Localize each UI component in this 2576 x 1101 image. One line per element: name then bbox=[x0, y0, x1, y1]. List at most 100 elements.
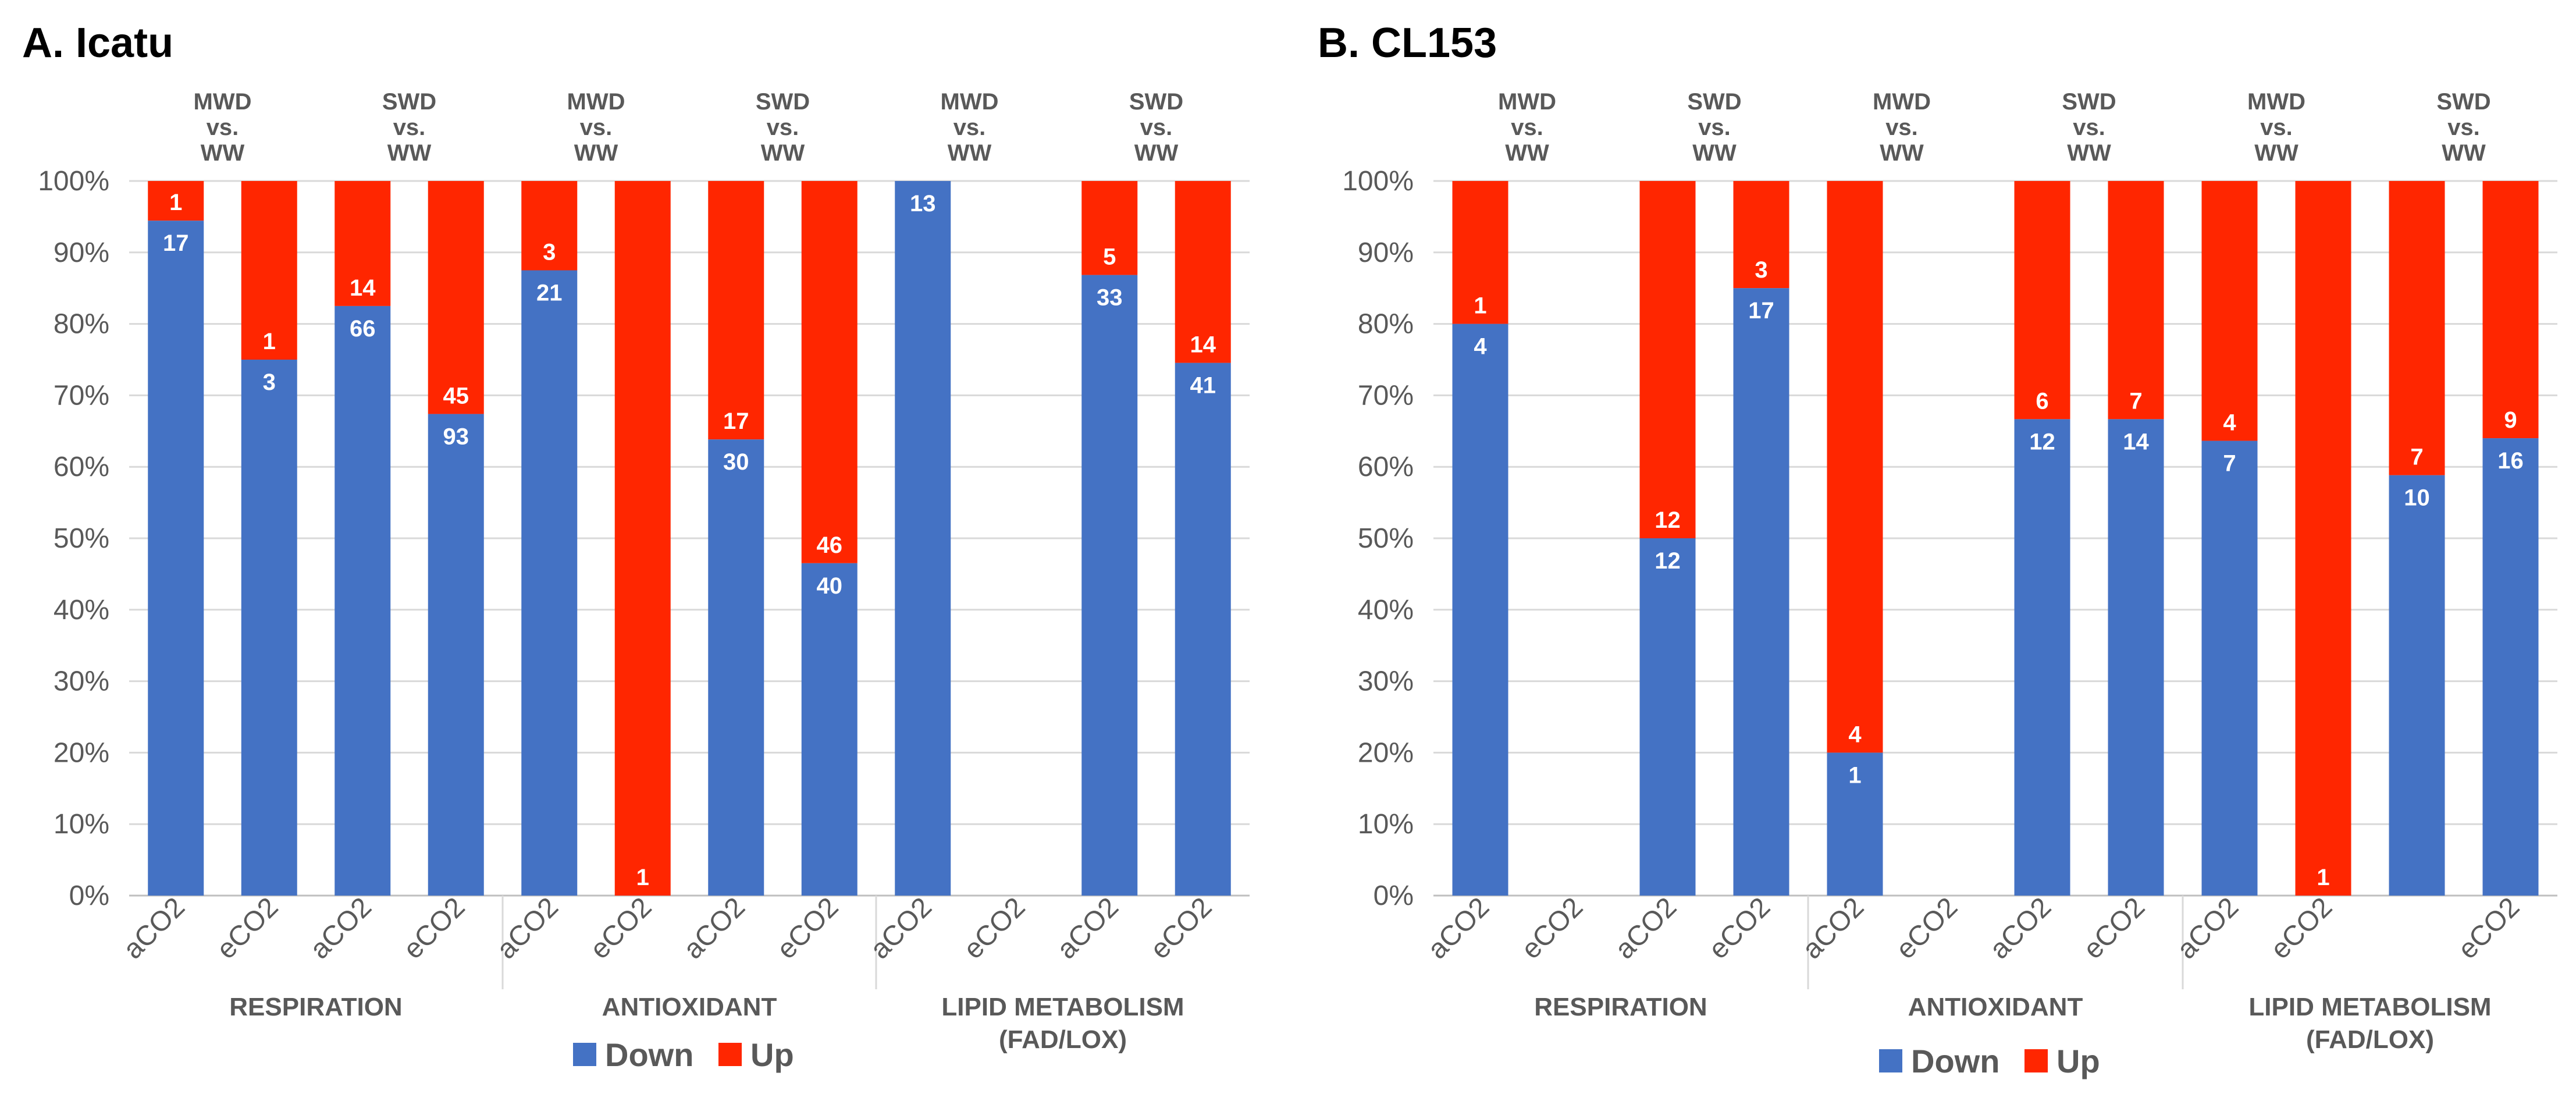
legend-swatch-down bbox=[573, 1043, 596, 1066]
x-tick-label: eCO2 bbox=[1703, 892, 1776, 965]
comparison-label: SWD bbox=[382, 89, 436, 115]
y-tick-label: 70% bbox=[1358, 380, 1414, 411]
bar-down-label: 30 bbox=[723, 449, 749, 475]
bar-down bbox=[708, 439, 764, 896]
y-tick-label: 30% bbox=[54, 666, 109, 697]
bar-up bbox=[2295, 181, 2351, 896]
bar-up-label: 9 bbox=[2504, 407, 2517, 433]
bar-down bbox=[1175, 363, 1231, 896]
comparison-label: WW bbox=[1880, 140, 1924, 166]
y-tick-label: 0% bbox=[69, 880, 109, 911]
comparison-label: vs. bbox=[1885, 115, 1918, 140]
comparison-label: WW bbox=[1505, 140, 1549, 166]
comparison-label: SWD bbox=[1687, 89, 1741, 115]
bar-up bbox=[521, 181, 578, 271]
comparison-label: vs. bbox=[1698, 115, 1731, 140]
comparison-label: WW bbox=[387, 140, 432, 166]
bar-up-label: 7 bbox=[2410, 445, 2423, 470]
group-label: ANTIOXIDANT bbox=[1908, 993, 2083, 1021]
chart-title: A. Icatu bbox=[22, 20, 173, 66]
y-tick-label: 20% bbox=[1358, 737, 1414, 768]
comparison-label: WW bbox=[948, 140, 992, 166]
bar-up-label: 6 bbox=[2036, 388, 2048, 414]
y-tick-label: 10% bbox=[1358, 809, 1414, 840]
bar-down-label: 4 bbox=[1474, 334, 1487, 360]
x-tick-label: eCO2 bbox=[584, 892, 657, 965]
bar-down-label: 16 bbox=[2497, 448, 2524, 474]
legend: Down Up bbox=[573, 1036, 794, 1073]
legend-swatch-up bbox=[718, 1043, 742, 1066]
bar-down-label: 7 bbox=[2223, 451, 2236, 477]
comparison-label: WW bbox=[2067, 140, 2111, 166]
bar-down bbox=[428, 414, 484, 896]
bar-up bbox=[2014, 181, 2070, 420]
bar-down-label: 12 bbox=[1655, 548, 1681, 574]
bar-down bbox=[148, 221, 204, 896]
legend: Down Up bbox=[1879, 1043, 2100, 1079]
bar-up-label: 3 bbox=[543, 240, 556, 265]
legend-label: Down bbox=[605, 1036, 693, 1073]
bar-up-label: 4 bbox=[2223, 410, 2236, 436]
bar-up-label: 1 bbox=[2317, 865, 2329, 890]
bar-up-label: 1 bbox=[263, 329, 276, 354]
y-tick-label: 70% bbox=[54, 380, 109, 411]
legend-label: Down bbox=[1911, 1043, 1999, 1079]
group-label: LIPID METABOLISM bbox=[941, 993, 1184, 1021]
x-tick-label: eCO2 bbox=[958, 892, 1031, 965]
bar-down bbox=[241, 360, 297, 896]
comparison-label: vs. bbox=[207, 115, 239, 140]
bar-down bbox=[2201, 441, 2258, 896]
bar-up-label: 46 bbox=[817, 532, 843, 558]
bar-up-label: 1 bbox=[1474, 293, 1486, 319]
bar-down bbox=[2389, 475, 2445, 896]
bar-down bbox=[1639, 538, 1696, 896]
x-tick-label: eCO2 bbox=[771, 892, 844, 965]
comparison-label: WW bbox=[1134, 140, 1179, 166]
legend-label: Up bbox=[2056, 1043, 2100, 1079]
y-tick-label: 50% bbox=[1358, 523, 1414, 554]
bar-up-label: 3 bbox=[1755, 257, 1767, 283]
bar-up bbox=[1452, 181, 1508, 324]
bar-up-label: 14 bbox=[1190, 332, 1216, 358]
bar-down bbox=[2482, 438, 2539, 896]
x-tick-label: eCO2 bbox=[1144, 892, 1218, 965]
comparison-label: vs. bbox=[393, 115, 426, 140]
bar-up-label: 5 bbox=[1103, 244, 1116, 270]
bar-up-label: 4 bbox=[1848, 722, 1862, 747]
bar-up bbox=[1827, 181, 1883, 753]
x-tick-label: aCO2 bbox=[1609, 892, 1682, 965]
group-label: (FAD/LOX) bbox=[999, 1025, 1127, 1054]
comparison-label: SWD bbox=[2436, 89, 2490, 115]
comparison-label: MWD bbox=[1498, 89, 1556, 115]
bar-down bbox=[895, 181, 951, 896]
y-tick-label: 10% bbox=[54, 809, 109, 840]
bar-down-label: 1 bbox=[1848, 762, 1861, 788]
bar-up-label: 1 bbox=[636, 865, 649, 890]
comparison-label: MWD bbox=[1873, 89, 1931, 115]
bar-up bbox=[1639, 181, 1696, 538]
x-tick-label: eCO2 bbox=[2077, 892, 2151, 965]
bar-up bbox=[2389, 181, 2445, 475]
legend-swatch-down bbox=[1879, 1049, 1902, 1072]
bar-down-label: 41 bbox=[1190, 373, 1216, 399]
bar-up-label: 45 bbox=[443, 383, 469, 409]
bar-up-label: 12 bbox=[1655, 507, 1681, 533]
group-label: (FAD/LOX) bbox=[2306, 1025, 2434, 1054]
y-tick-label: 30% bbox=[1358, 666, 1414, 697]
comparison-label: vs. bbox=[2260, 115, 2293, 140]
bar-up bbox=[708, 181, 764, 440]
bar-up bbox=[428, 181, 484, 414]
bar-down-label: 14 bbox=[2123, 429, 2149, 454]
x-tick-label: aCO2 bbox=[304, 892, 378, 965]
comparison-label: vs. bbox=[2447, 115, 2480, 140]
bar-up bbox=[2108, 181, 2164, 420]
bar-down-label: 12 bbox=[2029, 429, 2055, 454]
panel-b-cl153: B. CL153 0% 10% 20% 30% 40% 50% 60% 70% 80% 90% 100… bbox=[1318, 20, 2557, 1079]
y-tick-label: 90% bbox=[54, 237, 109, 268]
bar-down bbox=[2014, 419, 2070, 896]
x-tick-label: eCO2 bbox=[1890, 892, 1963, 965]
y-tick-label: 40% bbox=[1358, 595, 1414, 626]
comparison-label: WW bbox=[201, 140, 245, 166]
legend-label: Up bbox=[750, 1036, 794, 1073]
